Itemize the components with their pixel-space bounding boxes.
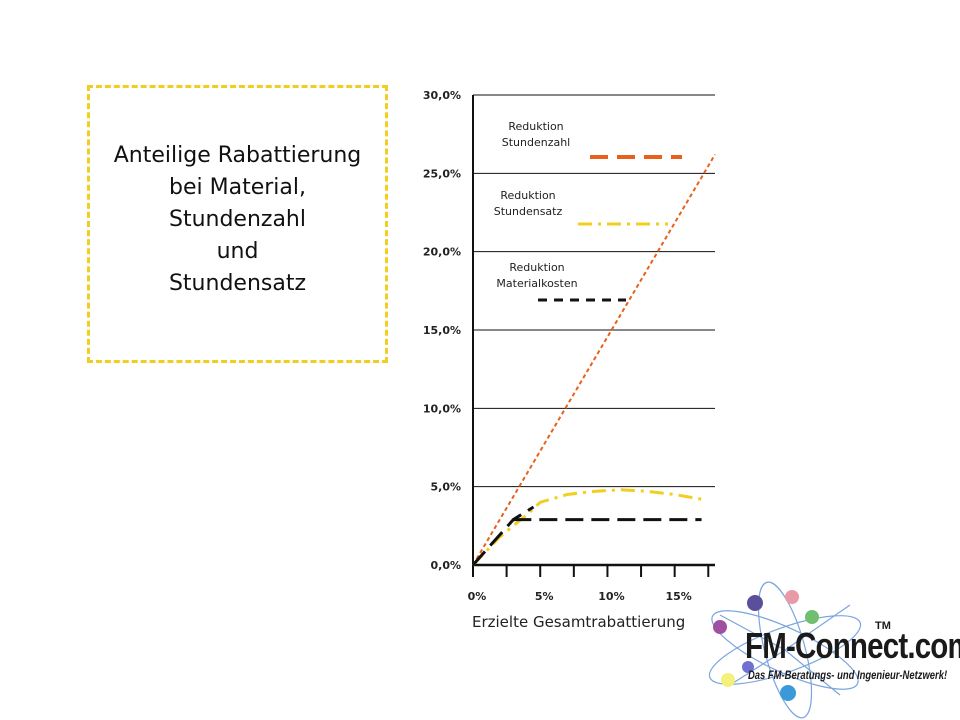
series-lines <box>471 154 716 567</box>
legend-label: Reduktion <box>500 189 555 202</box>
axes <box>472 95 715 577</box>
y-tick-label: 20,0% <box>423 246 461 259</box>
y-tick-labels: 0,0% 5,0% 10,0% 15,0% 20,0% 25,0% 30,0% <box>423 89 461 572</box>
x-tick-labels: 0% 5% 10% 15% <box>468 590 692 603</box>
logo-wordmark: FM-Connect.com <box>745 625 960 666</box>
logo-tagline: Das FM-Beratungs- und Ingenieur-Netzwerk… <box>748 670 948 682</box>
title-line-4: und <box>216 239 259 264</box>
x-tick-label: 10% <box>598 590 624 603</box>
title-box: Anteilige Rabattierung bei Material, Stu… <box>87 85 388 363</box>
x-tick-label: 15% <box>665 590 691 603</box>
series-line-stundensatz <box>471 488 702 567</box>
legend-label: Reduktion <box>508 120 563 133</box>
fm-connect-logo-graphic <box>708 581 862 719</box>
x-tick-label: 0% <box>468 590 487 603</box>
y-tick-label: 5,0% <box>430 481 461 494</box>
logo-trademark: TM <box>875 620 891 632</box>
y-tick-label: 30,0% <box>423 89 461 102</box>
title-line-5: Stundensatz <box>168 271 307 296</box>
series-line-stundenzahl <box>472 154 716 566</box>
y-tick-label: 0,0% <box>430 559 461 572</box>
y-tick-label: 25,0% <box>423 167 461 180</box>
legend: Reduktion Stundenzahl Reduktion Stundensatz… <box>494 120 682 302</box>
x-tick-label: 5% <box>535 590 554 603</box>
title-line-1: Anteilige Rabattierung <box>113 143 362 168</box>
title-line-2: bei Material, <box>169 175 306 200</box>
legend-label: Materialkosten <box>496 277 577 290</box>
x-axis-title: Erzielte Gesamtrabattierung <box>472 613 685 631</box>
grid-lines <box>473 94 715 488</box>
y-tick-label: 10,0% <box>423 402 461 415</box>
legend-label: Reduktion <box>509 261 564 274</box>
legend-label: Stundenzahl <box>502 136 571 149</box>
legend-label: Stundensatz <box>494 205 563 218</box>
y-tick-label: 15,0% <box>423 324 461 337</box>
title-line-3: Stundenzahl <box>168 207 306 232</box>
